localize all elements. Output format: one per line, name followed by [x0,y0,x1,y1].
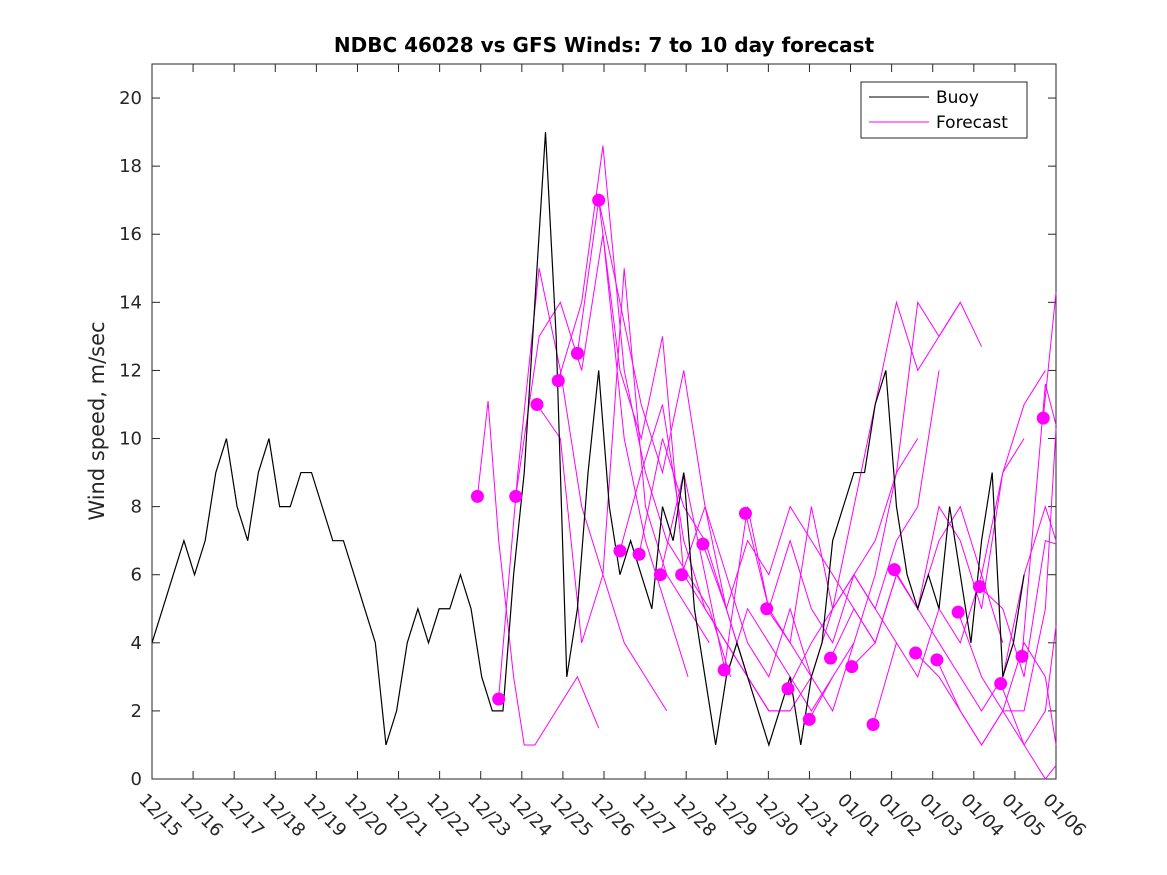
forecast-track-line [1000,683,1057,780]
x-tick-label: 01/04 [956,790,1008,842]
x-tick-label: 12/25 [545,790,597,842]
forecast-point [613,544,627,558]
x-tick-label: 01/01 [833,790,885,842]
forecast-track-line [476,401,600,746]
forecast-point [717,663,731,677]
legend: Buoy Forecast [860,81,1028,139]
y-tick-label: 16 [119,224,142,245]
x-tick-label: 01/02 [874,790,926,842]
forecast-point [845,660,859,674]
forecast-point [1036,411,1050,425]
forecast-point [802,712,816,726]
forecast-point [696,537,710,551]
x-tick-label: 12/28 [669,790,721,842]
forecast-point [551,374,565,388]
forecast-point [675,568,689,582]
forecast-track-line [536,268,710,644]
forecast-track-line [979,540,1057,678]
x-tick-label: 12/26 [586,790,638,842]
forecast-track-line [1042,292,1057,419]
y-tick-label: 18 [119,156,142,177]
forecast-track-line [681,505,855,713]
forecast-point [994,677,1008,691]
forecast-point [738,506,752,520]
legend-forecast-label: Forecast [936,113,1008,133]
y-axis-label: Wind speed, m/sec [85,321,109,520]
forecast-series [476,145,1057,780]
y-tick-label: 2 [131,701,142,722]
forecast-point [1015,649,1029,663]
y-tick-label: 10 [119,429,142,450]
y-tick-label: 12 [119,360,142,381]
forecast-point [824,651,838,665]
buoy-line [151,132,1025,747]
forecast-point [930,653,944,667]
x-tick-label: 01/03 [915,790,967,842]
x-tick-label: 01/06 [1038,790,1090,842]
x-tick-label: 12/30 [751,790,803,842]
forecast-track-line [851,438,1025,667]
forecast-point [492,692,506,706]
y-tick-label: 0 [131,769,142,790]
x-tick-label: 12/22 [422,790,474,842]
forecast-point [653,568,667,582]
x-tick-label: 12/27 [628,790,680,842]
forecast-track-line [1021,383,1057,657]
forecast-track-line [576,200,749,678]
forecast-track-line [893,504,1057,712]
x-tick-label: 01/05 [997,790,1049,842]
x-tick-label: 12/15 [134,790,186,842]
forecast-points [470,193,1050,732]
forecast-point [570,346,584,360]
forecast-point [887,563,901,577]
forecast-point [509,489,523,503]
buoy-series [151,132,1025,747]
y-tick-label: 4 [131,633,142,654]
forecast-track-line [766,370,940,679]
y-axis: 0 2 4 6 8 10 12 14 16 18 20 [119,88,1056,790]
x-tick-label: 12/17 [217,790,269,842]
y-tick-label: 14 [119,292,142,313]
forecast-point [866,718,880,732]
forecast-track-line [808,300,983,720]
forecast-point [972,580,986,594]
forecast-track-line [957,428,1057,712]
forecast-point [909,646,923,660]
x-tick-label: 12/18 [258,790,310,842]
forecast-point [781,682,795,696]
forecast-point [530,397,544,411]
x-tick-label: 12/19 [299,790,351,842]
y-tick-label: 8 [131,497,142,518]
forecast-point [632,547,646,561]
y-tick-label: 20 [119,88,142,109]
chart-title: NDBC 46028 vs GFS Winds: 7 to 10 day for… [334,33,875,57]
forecast-track-line [498,268,668,712]
x-tick-label: 12/31 [792,790,844,842]
forecast-point [592,193,606,207]
x-tick-label: 12/21 [381,790,433,842]
forecast-track-line [557,145,732,678]
legend-box [860,81,1028,139]
forecast-point [951,605,965,619]
legend-buoy-label: Buoy [936,88,979,108]
forecast-track-line [659,472,834,712]
forecast-point [760,602,774,616]
x-tick-label: 12/29 [710,790,762,842]
x-tick-label: 12/24 [504,790,556,842]
x-tick-label: 12/16 [176,790,228,842]
x-tick-label: 12/23 [463,790,515,842]
plot-area [151,63,1057,780]
y-tick-label: 6 [131,565,142,586]
forecast-track-line [872,370,1046,725]
x-tick-label: 12/20 [340,790,392,842]
forecast-point [470,489,484,503]
